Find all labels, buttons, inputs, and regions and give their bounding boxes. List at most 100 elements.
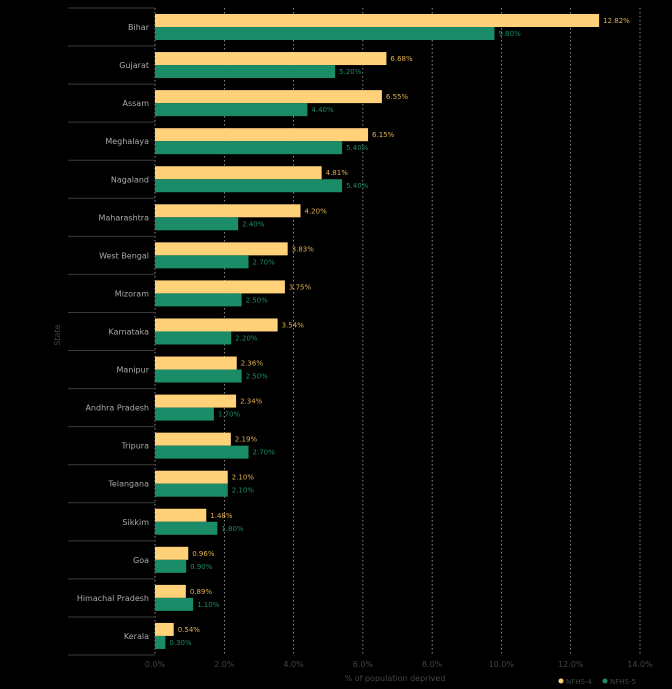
x-tick-label: 10.0%	[489, 660, 515, 669]
bar-nfhs4	[155, 318, 278, 332]
category-label: Telangana	[107, 480, 149, 489]
category-label: Karnataka	[108, 328, 149, 337]
data-label-nfhs4: 0.54%	[178, 626, 201, 634]
x-tick-label: 2.0%	[214, 660, 235, 669]
data-label-nfhs5: 2.20%	[235, 334, 258, 342]
x-tick-labels: 0.0% 2.0% 4.0% 6.0% 8.0% 10.0% 12.0% 14.0%	[145, 660, 653, 669]
bar-nfhs5	[155, 521, 218, 535]
bar-nfhs4	[155, 90, 382, 104]
x-tick-label: 6.0%	[353, 660, 374, 669]
data-label-nfhs5: 2.50%	[246, 373, 269, 381]
bars	[155, 14, 600, 649]
data-label-nfhs5: 2.70%	[253, 449, 276, 457]
data-label-nfhs4: 0.96%	[192, 550, 215, 558]
x-tick-label: 4.0%	[283, 660, 304, 669]
bar-nfhs5	[155, 27, 495, 40]
data-label-nfhs4: 2.10%	[232, 474, 255, 482]
category-label: Maharashtra	[98, 213, 149, 222]
x-tick-label: 14.0%	[627, 660, 653, 669]
data-label-nfhs4: 1.48%	[210, 512, 233, 520]
data-label-nfhs5: 5.20%	[339, 68, 362, 76]
data-label-nfhs5: 5.40%	[346, 144, 369, 152]
category-label: Himachal Pradesh	[77, 594, 149, 603]
data-label-nfhs5: 5.40%	[346, 182, 369, 190]
bar-nfhs5	[155, 103, 308, 117]
category-bands	[68, 7, 155, 656]
data-label-nfhs5: 2.40%	[242, 220, 265, 228]
data-label-nfhs4: 6.55%	[386, 93, 409, 101]
bar-nfhs5	[155, 635, 166, 649]
bar-nfhs5	[155, 369, 242, 383]
legend: NFHS-4 NFHS-5	[558, 678, 636, 686]
data-label-nfhs4: 6.15%	[372, 131, 395, 139]
category-label: Andhra Pradesh	[85, 404, 149, 413]
data-label-nfhs5: 1.70%	[218, 411, 241, 419]
bar-nfhs4	[155, 546, 189, 560]
bar-nfhs4	[155, 52, 387, 66]
category-label: Tripura	[120, 442, 149, 451]
data-label-nfhs5: 2.10%	[232, 487, 255, 495]
data-label-nfhs5: 0.90%	[190, 563, 213, 571]
bar-nfhs5	[155, 141, 343, 155]
bar-nfhs5	[155, 217, 239, 231]
category-label: Mizoram	[115, 289, 149, 298]
bar-nfhs4	[155, 242, 288, 256]
data-labels: 12.82%9.80%6.68%5.20%6.55%4.40%6.15%5.40…	[169, 17, 630, 647]
category-label: Sikkim	[122, 518, 149, 527]
data-label-nfhs5: 9.80%	[499, 30, 522, 38]
x-tick-label: 8.0%	[422, 660, 443, 669]
data-label-nfhs5: 1.80%	[221, 525, 244, 533]
data-label-nfhs4: 3.75%	[289, 283, 312, 291]
data-label-nfhs4: 0.89%	[190, 588, 213, 596]
bar-nfhs4	[155, 394, 237, 408]
bar-nfhs4	[155, 166, 322, 180]
legend-label-nfhs5: NFHS-5	[610, 678, 636, 686]
data-label-nfhs5: 1.10%	[197, 601, 220, 609]
bar-nfhs4	[155, 584, 186, 598]
bar-nfhs4	[155, 14, 600, 27]
legend-marker-nfhs4	[558, 678, 564, 684]
bar-nfhs4	[155, 128, 369, 142]
bar-nfhs5	[155, 559, 187, 573]
bar-nfhs5	[155, 179, 343, 193]
bar-nfhs5	[155, 483, 228, 497]
bar-nfhs5	[155, 597, 194, 611]
data-label-nfhs4: 3.54%	[282, 321, 305, 329]
category-label: Nagaland	[111, 175, 149, 184]
data-label-nfhs4: 2.34%	[240, 398, 263, 406]
bar-nfhs4	[155, 204, 301, 218]
bar-nfhs4	[155, 280, 285, 294]
data-label-nfhs5: 0.30%	[169, 639, 192, 647]
y-axis-title: State	[53, 324, 62, 345]
data-label-nfhs4: 12.82%	[603, 17, 630, 25]
data-label-nfhs4: 6.68%	[390, 55, 413, 63]
category-label: Assam	[122, 99, 149, 108]
legend-marker-nfhs5	[602, 678, 608, 684]
category-label: Meghalaya	[105, 137, 149, 146]
data-label-nfhs4: 2.36%	[241, 360, 264, 368]
data-label-nfhs4: 2.19%	[235, 436, 258, 444]
data-label-nfhs4: 3.83%	[292, 245, 315, 253]
data-label-nfhs5: 2.70%	[253, 258, 276, 266]
bar-nfhs4	[155, 356, 237, 370]
data-label-nfhs5: 2.50%	[246, 296, 269, 304]
category-label: Goa	[133, 556, 149, 565]
x-tick-label: 0.0%	[145, 660, 166, 669]
bar-nfhs5	[155, 445, 249, 459]
data-label-nfhs5: 4.40%	[311, 106, 334, 114]
bar-nfhs4	[155, 432, 231, 446]
category-label: Bihar	[128, 23, 150, 32]
category-label: Gujarat	[119, 61, 149, 70]
bar-nfhs5	[155, 331, 232, 345]
x-axis-title: % of population deprived	[345, 674, 446, 683]
bar-nfhs5	[155, 407, 214, 421]
category-labels: Bihar Gujarat Assam Meghalaya Nagaland Mahara…	[77, 23, 150, 641]
bar-nfhs4	[155, 470, 228, 484]
data-label-nfhs4: 4.81%	[326, 169, 349, 177]
bar-nfhs4	[155, 508, 207, 522]
bar-nfhs5	[155, 255, 249, 269]
category-label: Manipur	[116, 366, 149, 375]
legend-label-nfhs4: NFHS-4	[566, 678, 592, 686]
bar-nfhs5	[155, 65, 336, 79]
